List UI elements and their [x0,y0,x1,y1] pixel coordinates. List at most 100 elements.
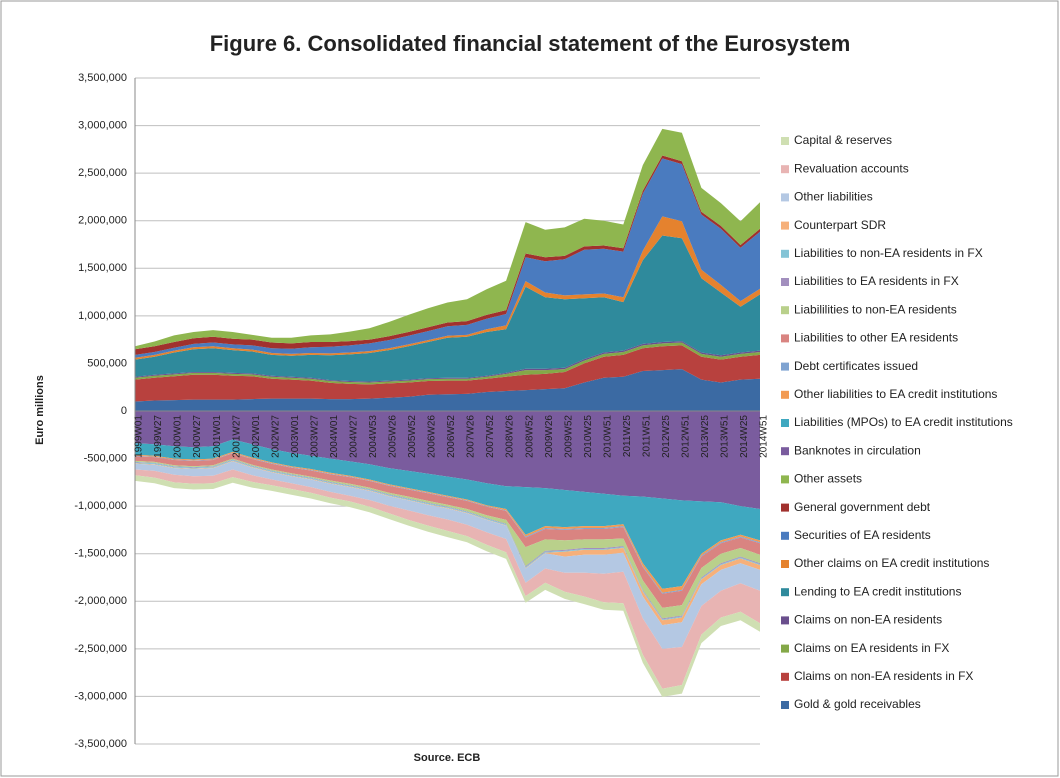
legend-label: Claims on EA residents in FX [794,641,949,655]
x-tick-label: 2001W27 [231,415,242,458]
x-tick-label: 2005W26 [388,415,399,458]
y-tick-label: 2,500,000 [78,167,127,179]
x-tick-label: 2004W01 [329,415,340,458]
x-tick-label: 2005W52 [407,415,418,458]
legend-label: General government debt [794,500,931,514]
area [135,235,760,382]
legend-label: Other liabilities to EA credit instituti… [794,387,997,401]
legend-swatch [781,531,789,540]
chart-title: Figure 6. Consolidated financial stateme… [210,31,851,56]
y-tick-label: 1,500,000 [78,262,127,274]
legend-swatch [781,503,789,512]
legend-label: Other claims on EA credit institutions [794,556,989,570]
x-tick-label: 2013W25 [700,415,711,458]
x-tick-label: 2013W51 [720,415,731,458]
y-tick-label: -1,000,000 [74,500,127,512]
legend-label: Revaluation accounts [794,161,909,175]
y-tick-label: -1,500,000 [74,548,127,560]
legend-label: Claims on non-EA residents in FX [794,669,973,683]
legend-label: Banknotes in circulation [794,443,921,457]
legend-swatch [781,278,789,286]
y-tick-label: -3,500,000 [74,738,127,750]
x-tick-label: 2014W25 [739,415,750,458]
legend-swatch [781,362,789,371]
x-tick-label: 2000W27 [192,415,203,458]
legend-swatch [781,193,789,202]
legend-swatch [781,419,789,427]
legend-swatch [781,475,789,484]
legend-label: Debt certificates issued [794,359,918,373]
x-tick-label: 2008W26 [505,415,516,458]
legend-swatch [781,249,789,258]
legend-label: Capital & reserves [794,133,892,147]
y-tick-label: 3,000,000 [78,119,127,131]
x-tick-label: 2007W52 [485,415,496,458]
x-tick-label: 1999W01 [134,415,145,458]
x-tick-label: 2002W27 [270,415,281,458]
x-tick-label: 2007W26 [466,415,477,458]
legend-swatch [781,644,789,653]
legend-label: Liabilities to non-EA residents in FX [794,246,983,260]
legend-label: Liabilities (MPOs) to EA credit institut… [794,415,1013,429]
y-tick-label: 3,500,000 [78,72,127,84]
x-tick-label: 2009W26 [544,415,555,458]
x-tick-label: 2004W27 [348,415,359,458]
legend-label: Claims on non-EA residents [794,613,942,627]
x-tick-label: 2011W51 [641,415,652,458]
legend-swatch [781,390,789,399]
x-tick-label: 2012W51 [681,415,692,458]
area [135,369,760,411]
legend-swatch [781,616,789,625]
x-tick-label: 2014W51 [759,415,770,458]
x-tick-label: 2010W25 [583,415,594,458]
y-tick-label: 2,000,000 [78,215,127,227]
legend-swatch [781,165,789,174]
x-tick-label: 2012W25 [661,415,672,458]
y-tick-label: -3,000,000 [74,690,127,702]
y-tick-label: -2,500,000 [74,643,127,655]
legend-swatch [781,560,789,568]
x-tick-label: 2006W26 [427,415,438,458]
legend-swatch [781,221,789,230]
x-axis-label: Source. ECB [414,752,481,764]
x-tick-label: 2008W52 [524,415,535,458]
legend-swatch [781,588,789,597]
legend-label: Lending to EA credit institutions [794,584,961,598]
area [135,158,760,358]
legend-swatch [781,701,789,709]
y-tick-label: -500,000 [84,452,127,464]
legend-label: Other assets [794,472,862,486]
y-tick-label: 1,000,000 [78,310,127,322]
y-tick-label: 0 [121,405,127,417]
legend-label: Counterpart SDR [794,218,886,232]
legend-swatch [781,306,789,315]
legend-label: Liabilities to EA residents in FX [794,274,959,288]
x-tick-label: 2011W25 [622,415,633,458]
area [135,439,760,589]
legend-label: Liabilities to other EA residents [794,331,958,345]
legend-swatch [781,447,789,456]
legend-label: Other liabilities [794,190,873,204]
legend-label: Liabililities to non-EA residents [794,302,957,316]
legend-label: Securities of EA residents [794,528,931,542]
x-tick-label: 1999W27 [153,415,164,458]
x-tick-label: 2006W52 [446,415,457,458]
x-tick-label: 2010W51 [602,415,613,458]
area [135,345,760,402]
x-tick-label: 2004W53 [368,415,379,458]
legend-swatch [781,672,789,681]
x-tick-label: 2000W01 [173,415,184,458]
x-tick-label: 2009W52 [563,415,574,458]
x-tick-label: 2003W01 [290,415,301,458]
legend-swatch [781,334,789,343]
y-axis-label: Euro millions [34,375,46,445]
x-tick-label: 2001W01 [212,415,223,458]
area [135,128,760,350]
legend-swatch [781,137,789,145]
area [135,411,760,509]
y-tick-label: 500,000 [87,357,127,369]
x-tick-label: 2003W27 [309,415,320,458]
y-tick-label: -2,000,000 [74,595,127,607]
x-tick-label: 2002W01 [251,415,262,458]
